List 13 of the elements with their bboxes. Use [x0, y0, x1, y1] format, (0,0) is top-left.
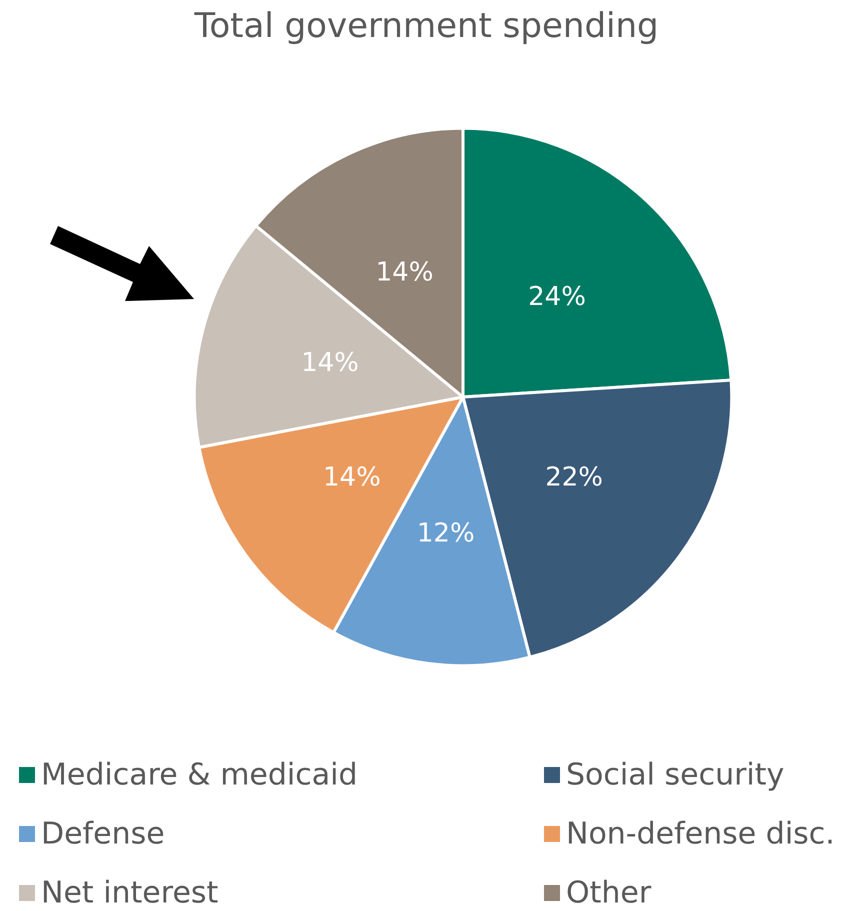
data-label: 12% [416, 518, 475, 548]
data-label: 14% [301, 348, 359, 378]
legend-label: Non-defense disc. [566, 816, 835, 852]
data-label: 22% [545, 462, 604, 493]
data-label: 24% [528, 282, 586, 312]
legend-label: Net interest [41, 876, 219, 910]
legend-label: Other [566, 876, 652, 910]
legend-label: Medicare & medicaid [41, 758, 358, 792]
chart-title: Total government spending [193, 6, 659, 46]
legend-label: Social security [566, 758, 784, 792]
data-label: 14% [322, 462, 381, 493]
data-label: 14% [376, 258, 434, 288]
legend-label: Defense [41, 816, 165, 852]
